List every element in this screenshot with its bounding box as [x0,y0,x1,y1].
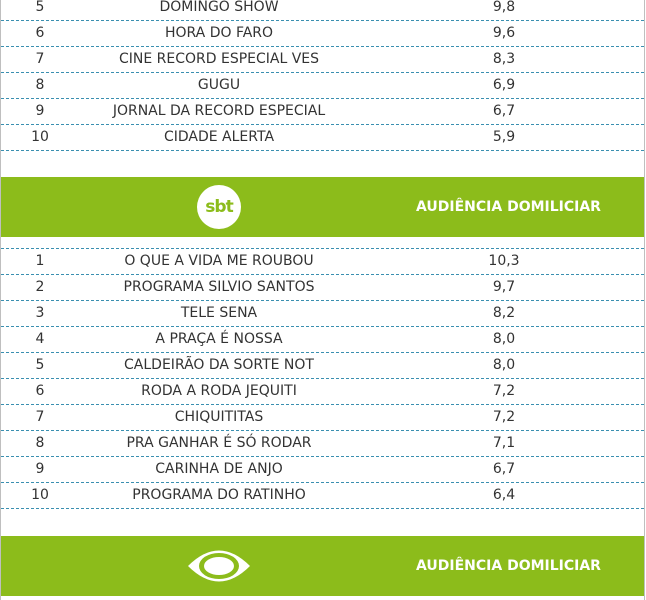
rank-cell: 8 [35,77,45,93]
table-row: 3 TELE SENA 8,2 [1,301,644,327]
sbt-logo-icon: sbt [197,185,241,229]
score-cell: 7,2 [492,383,516,399]
table-row: 7 CHIQUITITAS 7,2 [1,405,644,431]
program-cell: CARINHA DE ANJO [155,461,283,477]
table-row: 6 HORA DO FARO 9,6 [1,21,644,47]
score-cell: 9,7 [492,279,516,295]
sbt-header-band: sbt AUDIÊNCIA DOMILICIAR [1,177,644,237]
sbt-section-title: AUDIÊNCIA DOMILICIAR [416,199,601,215]
score-cell: 8,0 [492,357,516,373]
program-cell: CIDADE ALERTA [163,129,275,145]
rank-cell: 6 [35,25,45,41]
table-row: 7 CINE RECORD ESPECIAL VES 8,3 [1,47,644,73]
left-border [0,0,1,600]
program-cell: CALDEIRÃO DA SORTE NOT [124,357,314,373]
program-cell: JORNAL DA RECORD ESPECIAL [112,103,326,119]
program-cell: DOMINGO SHOW [159,0,279,15]
program-cell: PROGRAMA DO RATINHO [132,487,306,503]
table-row: 9 CARINHA DE ANJO 6,7 [1,457,644,483]
sbt-ratings-table: 1 O QUE A VIDA ME ROUBOU 10,3 2 PROGRAMA… [1,240,644,509]
rank-cell: 6 [35,383,45,399]
table-row: 5 CALDEIRÃO DA SORTE NOT 8,0 [1,353,644,379]
table-row: 8 PRA GANHAR É SÓ RODAR 7,1 [1,431,644,457]
score-cell: 6,7 [492,103,516,119]
rank-cell: 7 [35,51,45,67]
rank-cell: 1 [35,253,45,269]
record-ratings-table: 5 DOMINGO SHOW 9,8 6 HORA DO FARO 9,6 7 … [1,0,644,151]
right-border [644,0,645,600]
score-cell: 7,2 [492,409,516,425]
table-row: 1 O QUE A VIDA ME ROUBOU 10,3 [1,249,644,275]
program-cell: PROGRAMA SILVIO SANTOS [123,279,315,295]
table-row: 9 JORNAL DA RECORD ESPECIAL 6,7 [1,99,644,125]
score-cell: 6,7 [492,461,516,477]
program-cell: TELE SENA [180,305,258,321]
program-cell: CHIQUITITAS [174,409,264,425]
rank-cell: 8 [35,435,45,451]
band-header-band: AUDIÊNCIA DOMILICIAR [1,536,644,596]
table-row: 2 PROGRAMA SILVIO SANTOS 9,7 [1,275,644,301]
rank-cell: 5 [35,357,45,373]
score-cell: 10,3 [488,253,520,269]
program-cell: RODA A RODA JEQUITI [141,383,297,399]
rank-cell: 9 [35,103,45,119]
table-row: 10 CIDADE ALERTA 5,9 [1,125,644,151]
program-cell: O QUE A VIDA ME ROUBOU [124,253,314,269]
rank-cell: 4 [35,331,45,347]
score-cell: 9,6 [492,25,516,41]
rank-cell: 5 [35,0,45,15]
rank-cell: 7 [35,409,45,425]
table-row: 4 A PRAÇA É NOSSA 8,0 [1,327,644,353]
band-section-title: AUDIÊNCIA DOMILICIAR [416,558,601,574]
program-cell: HORA DO FARO [164,25,274,41]
program-cell: GUGU [197,77,241,93]
rank-cell: 10 [31,129,49,145]
score-cell: 8,2 [492,305,516,321]
rank-cell: 3 [35,305,45,321]
table-row: 10 PROGRAMA DO RATINHO 6,4 [1,483,644,509]
program-cell: A PRAÇA É NOSSA [155,331,283,347]
program-cell: CINE RECORD ESPECIAL VES [118,51,320,67]
score-cell: 7,1 [492,435,516,451]
table-spacer-row [1,240,644,249]
rank-cell: 9 [35,461,45,477]
score-cell: 6,9 [492,77,516,93]
table-row: 8 GUGU 6,9 [1,73,644,99]
rank-cell: 10 [31,487,49,503]
score-cell: 9,8 [492,0,516,15]
score-cell: 8,0 [492,331,516,347]
table-row: 5 DOMINGO SHOW 9,8 [1,0,644,21]
band-logo-icon [188,550,250,582]
score-cell: 6,4 [492,487,516,503]
score-cell: 5,9 [492,129,516,145]
program-cell: PRA GANHAR É SÓ RODAR [126,435,312,451]
rank-cell: 2 [35,279,45,295]
table-row: 6 RODA A RODA JEQUITI 7,2 [1,379,644,405]
score-cell: 8,3 [492,51,516,67]
